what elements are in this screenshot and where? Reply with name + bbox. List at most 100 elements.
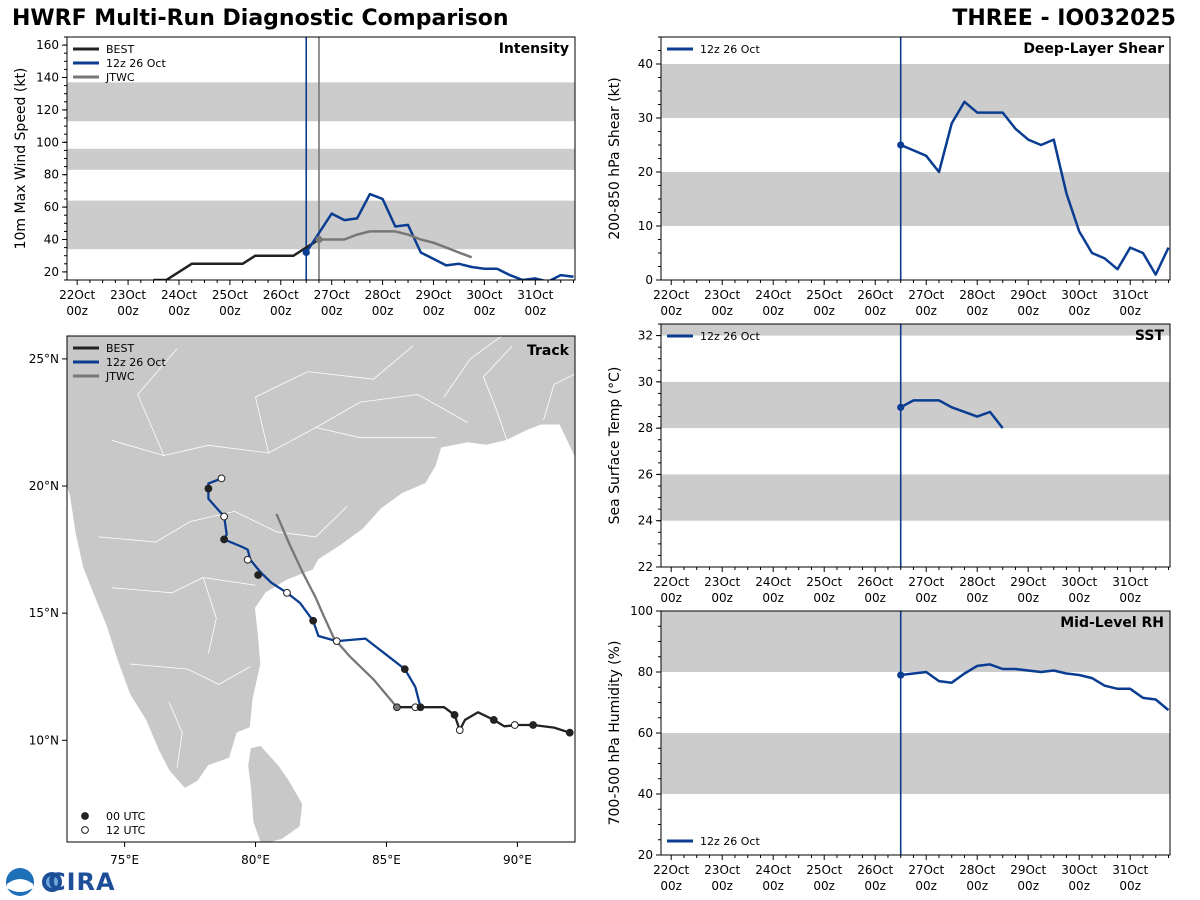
intensity-plot-area — [67, 37, 575, 280]
rh-xtick-label: 26Oct — [857, 863, 893, 877]
sst-xtick-label: 28Oct — [959, 575, 995, 589]
track-ytick-label: 25°N — [29, 352, 59, 366]
rh-band — [661, 611, 1170, 672]
shear-ytick-label: 40 — [638, 57, 653, 71]
rh-xtick-label: 23Oct — [704, 863, 740, 877]
shear-panel: 0 10 20 30 40 22Oct 00z 23Oct 00z 24Oct 00z 25Oct 00… — [607, 36, 1171, 318]
state-border — [482, 345, 513, 441]
intensity-ytick-label: 80 — [44, 168, 59, 182]
intensity-ytick-label: 100 — [36, 135, 59, 149]
sst-xtick-label: 00z — [966, 591, 988, 605]
track-legend-label: BEST — [106, 342, 134, 355]
rh-plot-area — [661, 611, 1170, 855]
sst-ylabel: Sea Surface Temp (°C) — [607, 367, 623, 525]
shear-panel-title: Deep-Layer Shear — [1023, 41, 1164, 57]
intensity-xtick-label: 30Oct — [466, 288, 502, 302]
intensity-xtick-label: 26Oct — [263, 288, 299, 302]
shear-xtick-label: 25Oct — [806, 288, 842, 302]
track-point-12utc — [510, 721, 519, 729]
cira-logo: CIRA — [4, 866, 115, 898]
shear-ytick-label: 30 — [638, 111, 653, 125]
state-border — [98, 506, 348, 543]
intensity-ytick-label: 160 — [36, 38, 59, 52]
state-border — [111, 577, 256, 594]
sst-band — [661, 381, 1170, 429]
intensity-xtick-label: 27Oct — [314, 288, 350, 302]
sst-xtick-label: 00z — [864, 591, 886, 605]
track-frame — [66, 335, 576, 843]
track-point-00utc — [254, 571, 263, 579]
sst-panel-title: SST — [1135, 328, 1165, 344]
shear-plot-area — [661, 37, 1170, 280]
sst-legend-label: 12z 26 Oct — [700, 330, 760, 343]
intensity-series-run — [305, 192, 574, 280]
sst-xtick-label: 00z — [1017, 591, 1039, 605]
rh-series-run — [900, 663, 1170, 712]
sst-xtick-label: 27Oct — [908, 575, 944, 589]
rh-xtick-label: 22Oct — [653, 863, 689, 877]
shear-series-run — [900, 100, 1170, 276]
noaa-logo-icon — [6, 868, 62, 896]
shear-xtick-label: 00z — [966, 304, 988, 318]
state-border — [315, 394, 468, 428]
track-point-12utc — [332, 637, 341, 646]
rh-init-marker — [897, 671, 905, 679]
track-point-00utc — [393, 703, 401, 712]
sst-xtick-label: 22Oct — [653, 575, 689, 589]
rh-legend-label: 12z 26 Oct — [700, 835, 760, 848]
track-ytick-label: 10°N — [29, 733, 59, 747]
intensity-xtick-label: 00z — [474, 304, 496, 318]
sst-ytick-label: 24 — [638, 514, 653, 528]
rh-xtick-label: 00z — [966, 879, 988, 893]
track-ytick-label: 20°N — [29, 479, 59, 493]
intensity-ytick-label: 140 — [36, 71, 59, 85]
track-panel-title: Track — [527, 343, 570, 359]
sst-panel: 22 24 26 28 30 32 22Oct 00z 23Oct 00z 24Oct 00z 25Oc… — [607, 323, 1171, 605]
shear-ytick-label: 20 — [638, 165, 653, 179]
state-border — [137, 348, 178, 456]
state-border — [129, 663, 251, 685]
rh-ytick-label: 100 — [630, 604, 653, 618]
india-landmass — [67, 336, 575, 790]
shear-xtick-label: 31Oct — [1112, 288, 1148, 302]
track-line-jtwc — [275, 513, 398, 708]
intensity-ytick-label: 60 — [44, 200, 59, 214]
track-point-12utc — [220, 512, 229, 521]
state-border — [255, 345, 413, 454]
track-legend-label: JTWC — [105, 370, 135, 383]
track-line-best — [396, 706, 571, 734]
track-marker-legend-dot — [81, 826, 89, 834]
shear-xtick-label: 00z — [1119, 304, 1141, 318]
shear-xtick-label: 00z — [813, 304, 835, 318]
rh-xtick-label: 28Oct — [959, 863, 995, 877]
intensity-ytick-label: 20 — [44, 265, 59, 279]
rh-xtick-label: 00z — [1017, 879, 1039, 893]
storm-id-title: THREE - IO032025 — [952, 6, 1176, 31]
sst-band — [661, 324, 1170, 336]
sst-xtick-label: 00z — [1068, 591, 1090, 605]
track-point-12utc — [283, 588, 291, 597]
intensity-xtick-label: 00z — [168, 304, 190, 318]
shear-init-marker — [897, 141, 905, 149]
rh-ytick-label: 80 — [638, 665, 653, 679]
intensity-ylabel: 10m Max Wind Speed (kt) — [13, 68, 29, 250]
sst-ytick-label: 30 — [638, 375, 653, 389]
state-border — [202, 577, 217, 654]
track-map-area — [67, 336, 575, 842]
track-point-00utc — [565, 728, 574, 737]
track-point-00utc — [489, 716, 498, 724]
intensity-init-marker — [302, 248, 310, 257]
track-xtick-label: 90°E — [503, 853, 532, 867]
shear-band — [661, 64, 1170, 118]
track-ytick-label: 15°N — [29, 606, 59, 620]
track-marker-legend-dot — [81, 812, 89, 820]
track-legend-label: 12z 26 Oct — [106, 356, 166, 369]
intensity-legend-label: JTWC — [105, 71, 135, 84]
intensity-xtick-label: 22Oct — [59, 288, 95, 302]
rh-panel: 20 40 60 80 100 22Oct 00z 23Oct 00z 24Oct 00z 25Oct… — [607, 604, 1171, 893]
intensity-panel-title: Intensity — [499, 41, 569, 57]
intensity-init-marker — [315, 235, 323, 244]
track-marker-legend-label: 00 UTC — [106, 810, 146, 823]
sst-xtick-label: 00z — [711, 591, 733, 605]
